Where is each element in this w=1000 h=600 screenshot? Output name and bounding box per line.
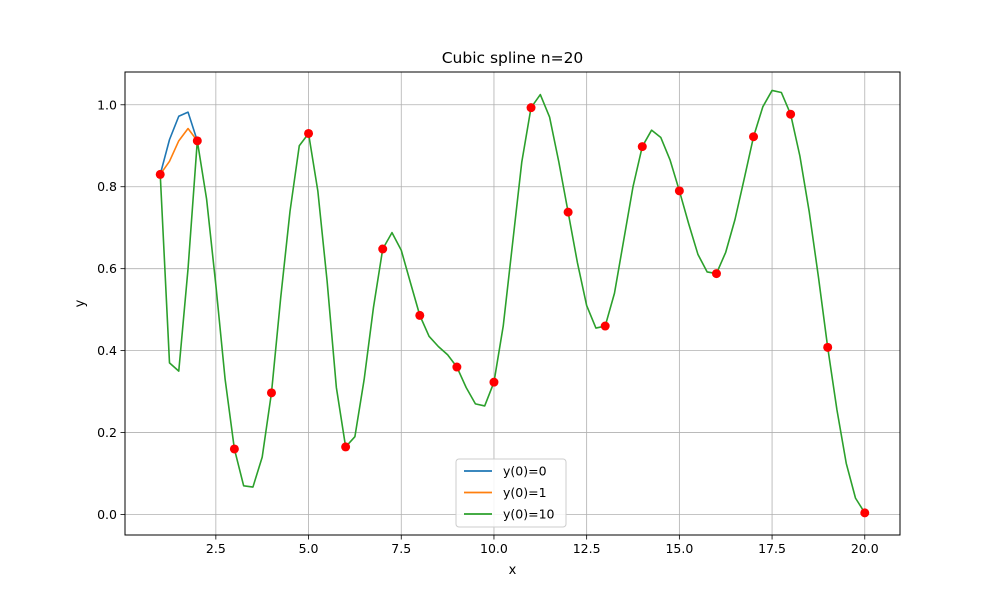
data-point [637, 142, 647, 152]
data-point [452, 362, 462, 372]
data-point [192, 136, 202, 146]
data-point [229, 444, 239, 454]
series-line [159, 89, 866, 514]
data-point [526, 103, 536, 113]
data-point [786, 109, 796, 119]
data-point [823, 342, 833, 352]
grid [125, 72, 900, 535]
data-point [304, 128, 314, 138]
x-axis-ticks: 2.5 5.0 7.5 10.0 12.5 15.0 17.5 20.0 [206, 535, 879, 556]
x-tick-label: 7.5 [391, 541, 411, 556]
data-point [489, 377, 499, 387]
series-line [159, 127, 198, 175]
data-point [155, 169, 165, 179]
data-point [415, 310, 425, 320]
x-tick-label: 12.5 [573, 541, 601, 556]
x-tick-label: 5.0 [299, 541, 319, 556]
y-tick-label: 0.6 [97, 261, 117, 276]
legend-label: y(0)=10 [503, 507, 555, 522]
legend-label: y(0)=1 [503, 485, 547, 500]
y-tick-label: 1.0 [97, 97, 117, 112]
x-tick-label: 20.0 [851, 541, 879, 556]
chart-title: Cubic spline n=20 [442, 49, 584, 67]
data-point [711, 269, 721, 279]
y-axis-ticks: 0.0 0.2 0.4 0.6 0.8 1.0 [97, 97, 125, 522]
x-tick-label: 15.0 [665, 541, 693, 556]
data-point [378, 244, 388, 254]
y-tick-label: 0.8 [97, 179, 117, 194]
data-point [563, 207, 573, 217]
plot-frame [124, 71, 901, 536]
legend: y(0)=0 y(0)=1 y(0)=10 [455, 458, 567, 528]
data-point [266, 388, 276, 398]
data-point [749, 132, 759, 142]
data-point [674, 186, 684, 196]
y-axis-label: y [73, 299, 88, 307]
x-axis-label: x [509, 563, 517, 578]
data-point [600, 321, 610, 331]
data-point [341, 442, 351, 452]
y-tick-label: 0.0 [97, 507, 117, 522]
data-point [860, 508, 870, 518]
y-tick-label: 0.2 [97, 425, 117, 440]
series-line [159, 111, 199, 175]
legend-box [455, 458, 567, 528]
legend-label: y(0)=0 [503, 464, 547, 479]
x-tick-label: 17.5 [758, 541, 786, 556]
y-tick-label: 0.4 [97, 343, 117, 358]
series-lines [159, 89, 866, 514]
x-tick-label: 10.0 [480, 541, 508, 556]
x-tick-label: 2.5 [206, 541, 226, 556]
data-points [155, 103, 870, 518]
